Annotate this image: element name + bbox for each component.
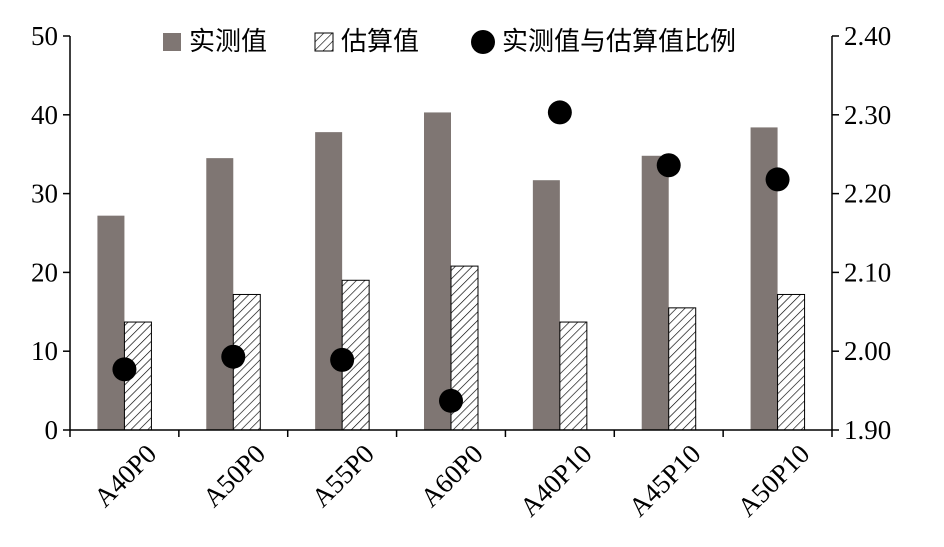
- y-left-tick-label: 30: [31, 179, 58, 209]
- y-right-tick-label: 2.40: [844, 21, 891, 51]
- bar-estimated-A50P10: [777, 293, 806, 431]
- points-group: [112, 100, 790, 413]
- bar-measured-A55P0: [315, 132, 343, 431]
- bar-measured-A60P0: [424, 112, 451, 430]
- bars-group: [97, 112, 806, 431]
- legend-label-measured: 实测值: [189, 27, 267, 57]
- y-left-tick-label: 50: [31, 21, 58, 51]
- bar-estimated-A45P10: [668, 307, 697, 431]
- y-left-tick-label: 40: [31, 100, 58, 130]
- x-tick-label: A40P10: [514, 439, 598, 523]
- bar-measured-A50P0: [206, 158, 234, 430]
- bar-measured-A40P10: [532, 180, 560, 430]
- y-left-tick-label: 20: [31, 257, 58, 287]
- x-tick-label: A50P0: [197, 439, 271, 513]
- point-ratio-A60P0: [439, 388, 463, 413]
- point-ratio-A50P0: [221, 344, 246, 369]
- x-tick-label: A50P10: [732, 439, 816, 523]
- bar-measured-A40P0: [97, 215, 125, 430]
- legend-swatch-estimated: [314, 32, 334, 52]
- legend-marker-ratio: [471, 30, 495, 54]
- y-right-tick-label: 2.10: [844, 257, 891, 287]
- point-ratio-A50P10: [765, 167, 790, 192]
- y-right-tick-label: 2.30: [844, 100, 891, 130]
- y-right-tick-label: 2.20: [844, 179, 891, 209]
- x-tick-label: A60P0: [415, 439, 489, 513]
- x-tick-label: A45P10: [623, 439, 707, 523]
- legend: 实测值 估算值 实测值与估算值比例: [163, 27, 736, 57]
- x-tick-label: A40P0: [88, 439, 162, 513]
- y-left-tick-label: 0: [45, 415, 59, 445]
- point-ratio-A40P0: [112, 357, 137, 382]
- legend-label-estimated: 估算值: [341, 27, 419, 57]
- point-ratio-A45P10: [656, 153, 681, 178]
- point-ratio-A55P0: [330, 347, 355, 372]
- bar-estimated-A40P10: [559, 321, 588, 431]
- legend-swatch-measured: [163, 33, 181, 51]
- legend-label-ratio: 实测值与估算值比例: [502, 27, 736, 57]
- y-right-tick-label: 1.90: [844, 415, 891, 445]
- point-ratio-A40P10: [547, 100, 572, 125]
- y-right-tick-label: 2.00: [844, 336, 891, 366]
- x-tick-label: A55P0: [306, 439, 380, 513]
- bar-measured-A45P10: [641, 155, 669, 430]
- y-left-tick-label: 10: [31, 336, 58, 366]
